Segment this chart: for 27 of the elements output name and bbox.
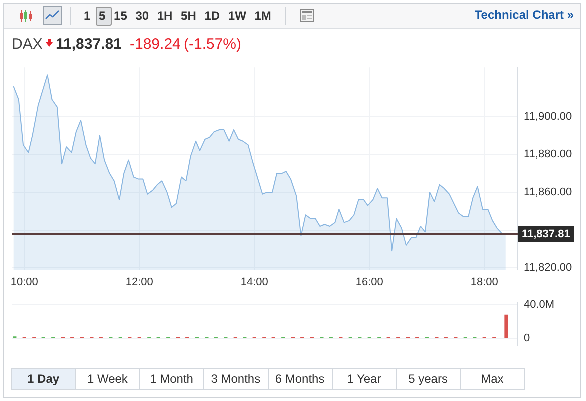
text: 1 Day	[12, 369, 76, 389]
text: 6 Months	[268, 369, 332, 389]
x-tick-label: 16:00	[356, 276, 384, 289]
x-tick-label: 10:00	[10, 276, 38, 289]
x-tick-label: 12:00	[126, 276, 154, 289]
text: -189.24	[130, 36, 181, 53]
chart-subtitle: 11,837.81	[56, 36, 122, 53]
chart-title: DAX	[12, 36, 43, 53]
text: 1 5 15 30 1H 5H 1D 1W 1M	[84, 9, 272, 24]
ref-line-label: 11,837.81	[522, 228, 570, 240]
y-tick-label: 11,880.00	[524, 148, 572, 161]
y-tick-label: 40.0M	[524, 299, 555, 312]
text: (-1.57%)	[184, 36, 242, 53]
y-tick-label: 11,820.00	[524, 262, 572, 274]
bar	[504, 314, 508, 339]
text: Technical Chart »	[474, 8, 574, 22]
x-tick-label: 18:00	[470, 276, 498, 289]
text: 1 Year	[332, 369, 396, 389]
y-tick-label: 11,900.00	[524, 110, 572, 123]
y-tick-label: 0	[524, 332, 530, 345]
y-tick-label: 11,860.00	[524, 186, 572, 198]
text: 5 years	[396, 369, 460, 389]
x-tick-label: 14:00	[240, 276, 268, 289]
text: 1 Month	[139, 369, 204, 389]
text: 3 Months	[203, 369, 268, 389]
text: Max	[460, 369, 524, 389]
text: 1 Week	[75, 369, 140, 389]
